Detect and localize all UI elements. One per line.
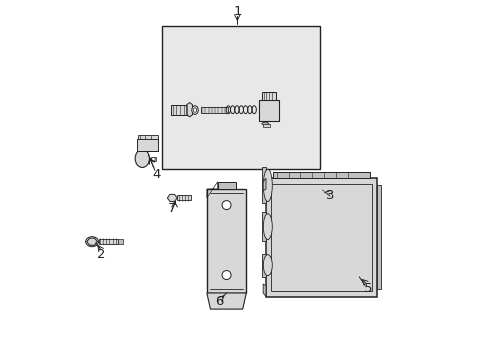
Text: 5: 5 [363,282,372,295]
Bar [261,92,276,100]
Bar [177,195,190,201]
Polygon shape [263,178,265,191]
Text: 7: 7 [167,202,176,215]
Polygon shape [86,238,97,245]
Text: 3: 3 [325,189,333,202]
Text: 6: 6 [215,296,223,309]
Bar [376,185,381,289]
Ellipse shape [222,201,230,210]
Ellipse shape [151,157,155,161]
Ellipse shape [135,149,149,167]
Bar [273,172,369,178]
Ellipse shape [263,169,272,202]
Bar [271,184,371,291]
Bar [201,107,227,113]
Text: 2: 2 [97,248,105,261]
Bar [150,157,156,161]
Text: 1: 1 [233,5,241,18]
Text: 4: 4 [152,168,161,181]
Ellipse shape [263,214,272,239]
Bar [137,139,158,150]
Ellipse shape [314,193,324,202]
Bar [217,182,235,189]
Polygon shape [186,103,192,117]
Bar [137,135,158,139]
Polygon shape [261,122,268,125]
Ellipse shape [313,183,325,193]
Bar [265,178,376,297]
Polygon shape [206,293,246,309]
Bar [258,100,278,121]
Polygon shape [263,284,265,297]
Ellipse shape [222,271,230,279]
Bar [262,253,265,277]
Bar [171,105,190,115]
Ellipse shape [263,255,272,276]
Ellipse shape [193,108,196,112]
Bar [99,239,118,244]
Bar [206,189,246,293]
Bar [162,26,319,169]
Bar [317,190,322,193]
Bar [315,188,324,197]
Bar [262,167,265,203]
Bar [262,212,265,241]
Ellipse shape [191,106,198,114]
Bar [263,124,269,127]
Polygon shape [167,194,177,202]
Bar [118,239,122,244]
